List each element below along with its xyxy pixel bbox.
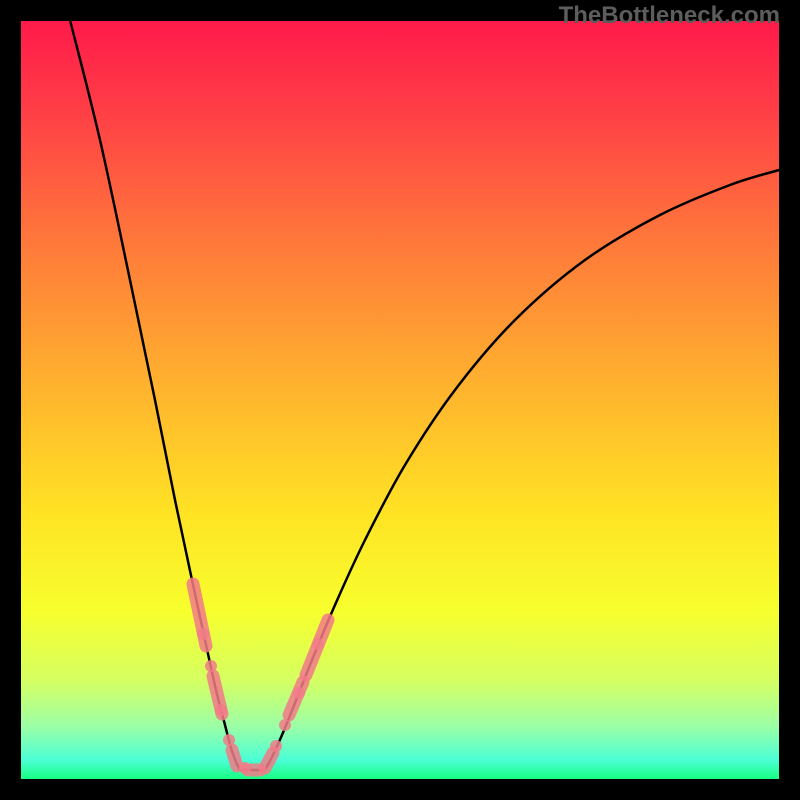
chart-container: TheBottleneck.com bbox=[0, 0, 800, 800]
data-marker-dot bbox=[312, 638, 324, 650]
bottleneck-curve-right bbox=[265, 170, 779, 770]
data-marker-dot bbox=[270, 740, 282, 752]
data-marker-dot bbox=[197, 628, 209, 640]
data-marker-dot bbox=[239, 762, 251, 774]
data-marker-dot bbox=[293, 687, 305, 699]
data-marker-dot bbox=[215, 704, 227, 716]
bottleneck-curve-left bbox=[70, 20, 240, 770]
data-marker-pill bbox=[232, 750, 237, 766]
data-marker-pill bbox=[265, 753, 273, 768]
data-marker-dot bbox=[205, 660, 217, 672]
data-marker-dot bbox=[223, 734, 235, 746]
chart-svg bbox=[0, 0, 800, 800]
data-marker-dot bbox=[279, 719, 291, 731]
